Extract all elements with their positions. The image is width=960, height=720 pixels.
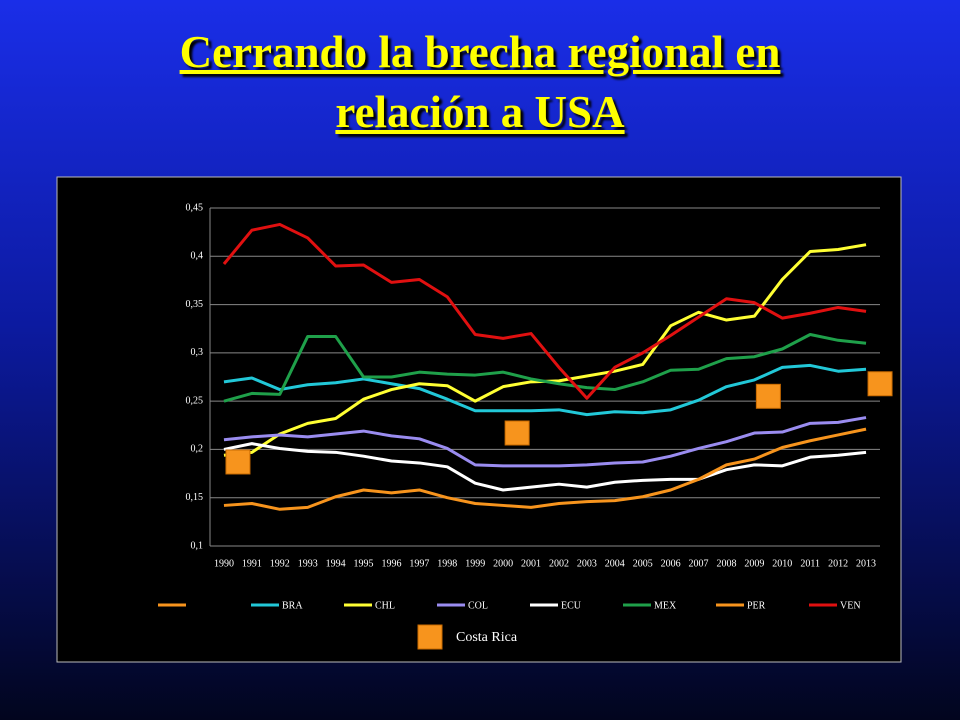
x-tick-label: 1999: [465, 558, 485, 569]
series-line: [223, 363, 867, 417]
x-tick-label: 2010: [772, 558, 792, 569]
x-tick-label: 1996: [381, 558, 401, 569]
legend-label: VEN: [840, 600, 861, 611]
x-tick-label: 2012: [828, 558, 848, 569]
marker: [755, 383, 781, 409]
x-tick-label: 1991: [242, 558, 262, 569]
x-tick-label: 2001: [521, 558, 541, 569]
legend-label: CHL: [375, 600, 395, 611]
marker: [225, 449, 251, 475]
marker: [867, 371, 893, 397]
x-tick-label: 2011: [800, 558, 820, 569]
series-line: [223, 333, 867, 403]
series-line: [222, 222, 867, 400]
x-tick-label: 2003: [577, 558, 597, 569]
y-tick-label: 0,2: [191, 444, 204, 455]
y-tick-label: 0,3: [191, 347, 204, 358]
title-line: relación a USA: [335, 87, 625, 137]
x-tick-label: 2008: [716, 558, 736, 569]
series-line: [223, 416, 867, 468]
y-tick-label: 0,1: [191, 540, 204, 551]
legend-label: MEX: [654, 600, 677, 611]
x-tick-label: 1994: [326, 558, 346, 569]
y-tick-label: 0,45: [186, 202, 204, 213]
y-tick-label: 0,25: [186, 395, 204, 406]
x-tick-label: 1998: [437, 558, 457, 569]
x-tick-label: 1995: [354, 558, 374, 569]
slide-title: Cerrando la brecha regional en relación …: [0, 22, 960, 142]
x-tick-label: 2007: [689, 558, 709, 569]
x-tick-label: 2004: [605, 558, 625, 569]
x-tick-label: 2013: [856, 558, 876, 569]
series-line: [223, 427, 867, 511]
x-tick-label: 1993: [298, 558, 318, 569]
marker: [504, 420, 530, 446]
x-tick-label: 2005: [633, 558, 653, 569]
y-tick-label: 0,35: [186, 299, 204, 310]
x-tick-label: 2009: [744, 558, 764, 569]
x-tick-label: 2000: [493, 558, 513, 569]
x-tick-label: 1990: [214, 558, 234, 569]
y-tick-label: 0,4: [191, 251, 204, 262]
legend-label: ECU: [561, 600, 582, 611]
x-tick-label: 2006: [661, 558, 681, 569]
legend-swatch: [417, 624, 443, 650]
legend-label: PER: [747, 600, 766, 611]
x-tick-label: 1992: [270, 558, 290, 569]
legend-label: BRA: [282, 600, 303, 611]
x-tick-label: 1997: [409, 558, 429, 569]
chart-area: [56, 176, 902, 663]
legend-label: Costa Rica: [456, 630, 518, 645]
x-tick-label: 2002: [549, 558, 569, 569]
y-tick-label: 0,15: [186, 492, 204, 503]
title-line: Cerrando la brecha regional en: [179, 27, 781, 77]
legend-label: COL: [468, 600, 488, 611]
series-line: [223, 442, 867, 492]
